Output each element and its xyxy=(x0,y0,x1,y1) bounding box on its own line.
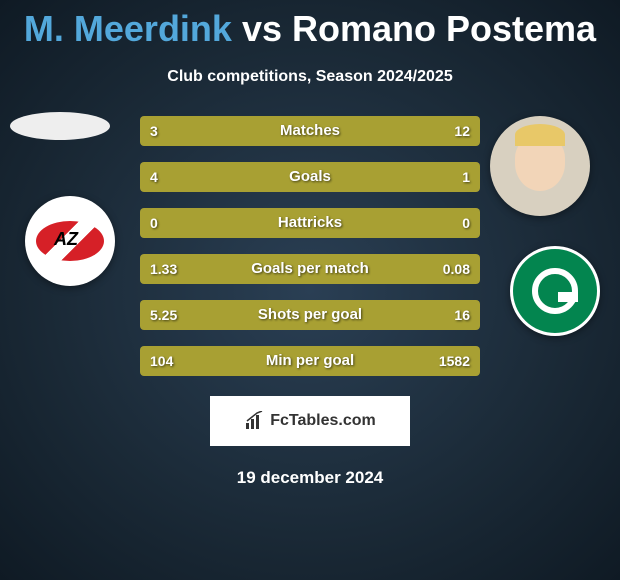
subtitle: Club competitions, Season 2024/2025 xyxy=(0,68,620,86)
stat-row: 1.33Goals per match0.08 xyxy=(140,254,480,284)
stat-row: 3Matches12 xyxy=(140,116,480,146)
stats-list: 3Matches12 4Goals1 0Hattricks0 1.33Goals pe… xyxy=(140,116,480,376)
player2-photo xyxy=(490,116,590,216)
player1-name: M. Meerdink xyxy=(24,8,232,49)
player2-club-logo xyxy=(510,246,600,336)
stat-value-right: 1582 xyxy=(429,346,480,376)
stat-row: 0Hattricks0 xyxy=(140,208,480,238)
stat-row: 104Min per goal1582 xyxy=(140,346,480,376)
player1-club-logo xyxy=(25,196,115,286)
stat-label: Hattricks xyxy=(140,208,480,238)
stat-row: 5.25Shots per goal16 xyxy=(140,300,480,330)
player1-photo xyxy=(10,112,110,140)
chart-icon xyxy=(244,411,266,431)
stat-label: Goals per match xyxy=(140,254,480,284)
stat-value-right: 1 xyxy=(452,162,480,192)
player2-name: Romano Postema xyxy=(292,8,596,49)
stat-value-right: 0 xyxy=(452,208,480,238)
brand-badge: FcTables.com xyxy=(210,396,410,446)
comparison-title: M. Meerdink vs Romano Postema xyxy=(0,0,620,50)
stat-value-right: 12 xyxy=(444,116,480,146)
stat-value-right: 16 xyxy=(444,300,480,330)
brand-text: FcTables.com xyxy=(270,412,376,430)
date-text: 19 december 2024 xyxy=(0,468,620,488)
stat-value-right: 0.08 xyxy=(433,254,480,284)
vs-text: vs xyxy=(232,8,292,49)
stat-label: Goals xyxy=(140,162,480,192)
stat-label: Shots per goal xyxy=(140,300,480,330)
stat-row: 4Goals1 xyxy=(140,162,480,192)
comparison-body: 3Matches12 4Goals1 0Hattricks0 1.33Goals pe… xyxy=(0,116,620,376)
stat-label: Matches xyxy=(140,116,480,146)
